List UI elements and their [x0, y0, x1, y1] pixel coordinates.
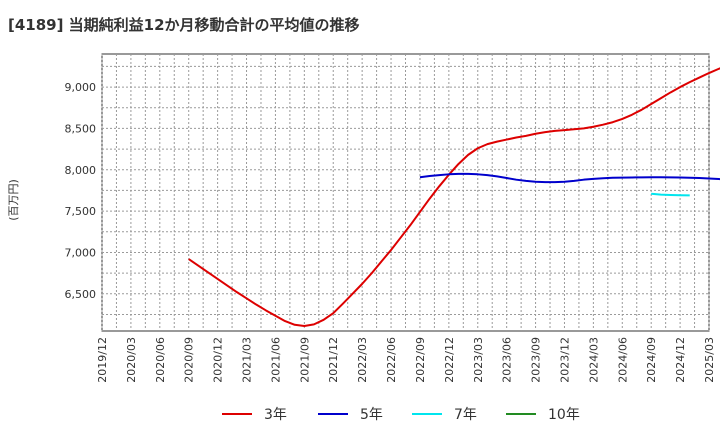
x-tick-label: 2022/03	[356, 337, 369, 383]
y-tick-label: 7,500	[65, 205, 97, 218]
legend-label: 5年	[360, 407, 383, 423]
x-tick-label: 2023/09	[530, 337, 543, 383]
x-tick-label: 2019/12	[96, 337, 109, 383]
y-tick-label: 8,500	[65, 122, 97, 135]
plot-area	[101, 53, 710, 332]
series-line-3年	[188, 67, 720, 328]
x-tick-label: 2020/12	[212, 337, 225, 383]
x-tick-label: 2025/03	[703, 337, 716, 383]
x-tick-label: 2024/12	[674, 337, 687, 383]
legend-label: 3年	[264, 407, 287, 423]
x-tick-label: 2021/03	[241, 337, 254, 383]
legend-label: 7年	[454, 407, 477, 423]
x-tick-label: 2021/09	[298, 337, 311, 383]
x-tick-label: 2023/12	[558, 337, 571, 383]
y-axis-label: (百万円)	[7, 179, 20, 221]
chart-title: [4189] 当期純利益12か月移動合計の平均値の推移	[8, 16, 360, 34]
x-tick-label: 2024/03	[587, 337, 600, 383]
x-tick-label: 2022/06	[385, 337, 398, 383]
y-tick-label: 9,000	[65, 81, 97, 94]
x-tick-label: 2021/12	[327, 337, 340, 383]
x-tick-label: 2023/03	[472, 337, 485, 383]
x-tick-label: 2024/09	[645, 337, 658, 383]
y-tick-label: 6,500	[65, 288, 97, 301]
x-tick-label: 2020/03	[125, 337, 138, 383]
x-tick-label: 2022/12	[443, 337, 456, 383]
x-tick-label: 2021/06	[269, 337, 282, 383]
x-tick-label: 2023/06	[501, 337, 514, 383]
x-tick-label: 2024/06	[616, 337, 629, 383]
x-tick-label: 2020/09	[183, 337, 196, 383]
series-line-7年	[651, 192, 690, 197]
x-tick-label: 2022/09	[414, 337, 427, 383]
legend-label: 10年	[548, 407, 580, 423]
y-tick-label: 8,000	[65, 164, 97, 177]
x-tick-label: 2020/06	[154, 337, 167, 383]
y-tick-label: 7,000	[65, 246, 97, 259]
series-line-5年	[419, 172, 720, 184]
